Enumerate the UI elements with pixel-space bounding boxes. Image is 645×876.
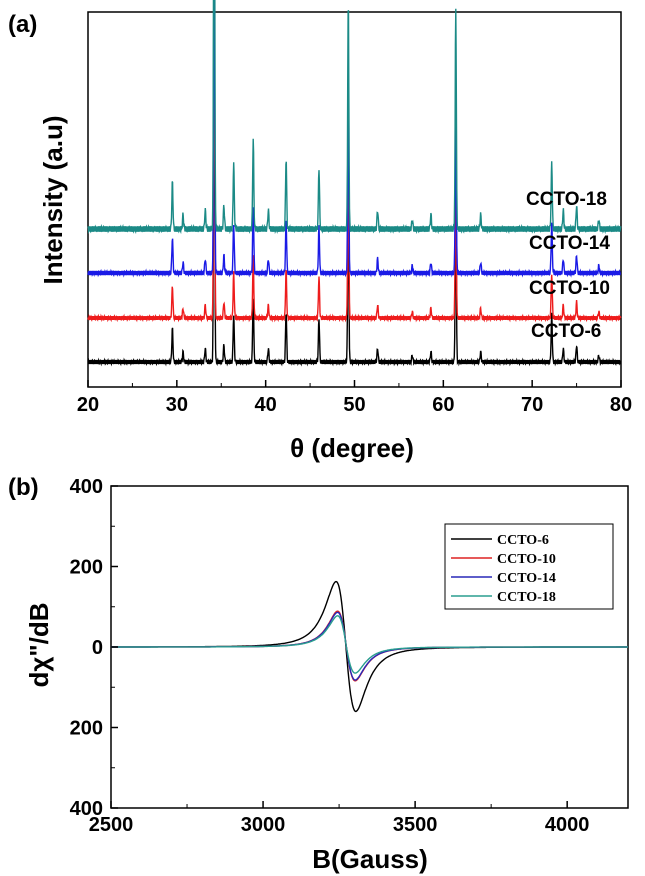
x-tick-label: 30 (166, 394, 188, 416)
y-tick-label: 400 (70, 798, 103, 820)
legend-label-ccto-10: CCTO-10 (497, 552, 556, 567)
legend-box (444, 523, 614, 610)
y-tick-label: 400 (70, 476, 103, 498)
y-tick-label: 0 (92, 637, 103, 659)
panel-b-y-ticks: 400 200 0 200 400 (70, 476, 118, 820)
panel-a: (a) 20 30 40 50 60 70 80 CCTO-18 CCTO-14 CCTO-… (8, 0, 632, 463)
panel-a-traces (87, 0, 622, 367)
x-tick-label: 60 (432, 394, 454, 416)
xrd-trace-ccto-10 (87, 0, 622, 323)
panel-b-x-axis-title: B(Gauss) (312, 844, 428, 874)
panel-a-label: (a) (8, 11, 37, 38)
panel-b-traces (111, 580, 628, 713)
x-tick-label: 4000 (545, 814, 590, 836)
panel-a-y-axis-title: Intensity (a.u) (38, 115, 68, 284)
xrd-trace-ccto-6 (87, 24, 622, 367)
epr-trace-ccto-18 (111, 615, 628, 674)
x-tick-label: 40 (255, 394, 277, 416)
legend-label-ccto-14: CCTO-14 (497, 571, 556, 586)
panel-a-x-ticks: 20 30 40 50 60 70 80 (77, 380, 632, 416)
legend-label-ccto-6: CCTO-6 (497, 533, 549, 548)
panel-a-x-axis-title: θ (degree) (290, 433, 414, 463)
series-label-ccto-14: CCTO-14 (529, 233, 610, 254)
x-tick-label: 3500 (393, 814, 438, 836)
xrd-trace-ccto-14 (87, 0, 621, 278)
x-tick-label: 50 (343, 394, 365, 416)
xrd-trace-ccto-18 (87, 0, 622, 235)
x-tick-label: 70 (521, 394, 543, 416)
panel-b: (b) 2500 3000 3500 4000 400 200 0 200 400 CCTO-… (8, 474, 629, 874)
x-tick-label: 20 (77, 394, 99, 416)
panel-b-label: (b) (8, 474, 39, 501)
y-tick-label: 200 (70, 718, 103, 740)
legend-label-ccto-18: CCTO-18 (497, 590, 556, 605)
series-label-ccto-6: CCTO-6 (531, 321, 601, 342)
x-tick-label: 3000 (241, 814, 286, 836)
panel-b-x-ticks: 2500 3000 3500 4000 (89, 801, 590, 836)
x-tick-label: 80 (610, 394, 632, 416)
y-tick-label: 200 (70, 557, 103, 579)
legend-items: CCTO-6 CCTO-10 CCTO-14 CCTO-18 (451, 533, 556, 605)
series-label-ccto-10: CCTO-10 (529, 278, 610, 299)
legend: CCTO-6 CCTO-10 CCTO-14 CCTO-18 (444, 523, 614, 610)
series-label-ccto-18: CCTO-18 (526, 189, 607, 210)
panel-b-y-axis-title: dχ"/dB (24, 602, 54, 687)
x-tick-label: 2500 (89, 814, 134, 836)
